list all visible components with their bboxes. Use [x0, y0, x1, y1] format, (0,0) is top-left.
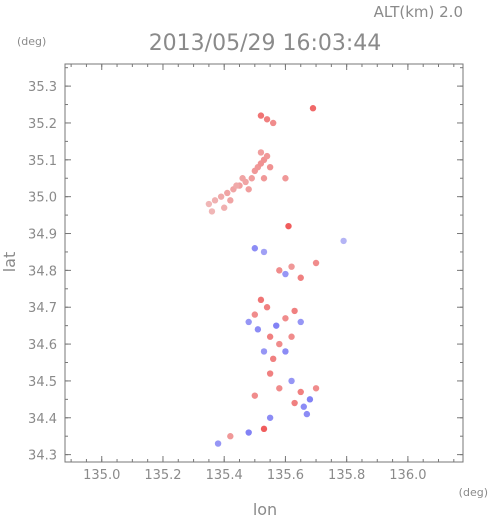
data-point [221, 204, 228, 211]
x-axis-unit: (deg) [459, 486, 488, 499]
data-point [303, 410, 311, 418]
y-tick-label: 35.3 [28, 80, 57, 95]
y-tick-label: 34.3 [28, 449, 57, 464]
data-point [266, 333, 274, 340]
data-point [217, 193, 225, 200]
data-point [260, 348, 268, 355]
data-point [309, 105, 317, 112]
data-point [208, 208, 216, 215]
data-point [291, 399, 298, 407]
y-tick-label: 35.1 [28, 154, 57, 169]
data-point [297, 318, 304, 326]
data-point [312, 259, 320, 267]
data-point [306, 396, 314, 403]
data-point [211, 197, 219, 204]
data-point [276, 385, 283, 392]
data-point [300, 403, 307, 410]
y-axis-label: lat [0, 252, 19, 273]
x-tick-label: 135.2 [144, 468, 181, 483]
data-point [227, 197, 234, 204]
data-point [291, 307, 298, 315]
data-point [266, 163, 274, 171]
y-tick-label: 34.4 [28, 412, 57, 427]
y-tick-label: 34.8 [28, 264, 57, 279]
data-point [263, 152, 271, 160]
data-point [260, 425, 268, 433]
x-tick-label: 135.0 [83, 468, 120, 483]
data-point [263, 116, 271, 123]
data-point [269, 355, 277, 363]
x-tick-label: 135.6 [267, 468, 304, 483]
x-tick-label: 135.4 [206, 468, 243, 483]
points-layer [205, 105, 347, 447]
y-tick-label: 34.9 [28, 228, 57, 243]
y-axis-unit: (deg) [17, 35, 46, 48]
data-point [245, 186, 252, 193]
data-point [248, 175, 255, 182]
data-point [340, 237, 347, 245]
x-tick-label: 136.0 [389, 468, 426, 483]
data-point [282, 270, 289, 278]
data-point [288, 333, 295, 340]
x-tick-label: 135.8 [328, 468, 365, 483]
data-point [288, 263, 295, 270]
data-point [263, 304, 271, 311]
data-point [297, 274, 304, 281]
data-point [282, 348, 289, 355]
data-point [266, 414, 274, 421]
data-point [276, 340, 283, 348]
data-point [276, 267, 283, 274]
data-point [285, 222, 292, 230]
data-point [257, 112, 265, 119]
data-point [224, 189, 231, 197]
chart-title: 2013/05/29 16:03:44 [149, 31, 382, 56]
y-tick-label: 35.0 [28, 191, 57, 206]
data-point [297, 388, 304, 396]
y-tick-label: 35.2 [28, 117, 57, 132]
data-point [245, 318, 252, 326]
data-point [214, 440, 222, 447]
y-tick-label: 34.7 [28, 301, 57, 316]
ticks-layer: 135.0 135.2 135.4 135.6 135.8 136.0 34.3 34.4 34… [28, 64, 463, 483]
data-point [205, 200, 213, 208]
data-point [245, 429, 252, 436]
data-point [260, 175, 268, 182]
data-point [257, 149, 265, 156]
data-point [312, 385, 320, 392]
data-point [260, 248, 268, 256]
data-point [266, 370, 274, 377]
data-point [282, 315, 289, 322]
y-tick-label: 34.5 [28, 375, 57, 390]
data-point [288, 377, 295, 385]
y-tick-label: 34.6 [28, 338, 57, 353]
data-point [227, 433, 234, 440]
data-point [282, 175, 289, 182]
data-point [254, 326, 262, 333]
data-point [233, 182, 240, 189]
x-axis-label: lon [253, 500, 277, 519]
data-point [257, 296, 265, 304]
plot-frame [64, 63, 464, 463]
data-point [269, 119, 277, 127]
data-point [251, 245, 259, 252]
data-point [251, 392, 259, 399]
data-point [273, 322, 280, 329]
altitude-label: ALT(km) 2.0 [374, 3, 463, 21]
data-point [251, 311, 259, 318]
data-point [239, 175, 246, 182]
